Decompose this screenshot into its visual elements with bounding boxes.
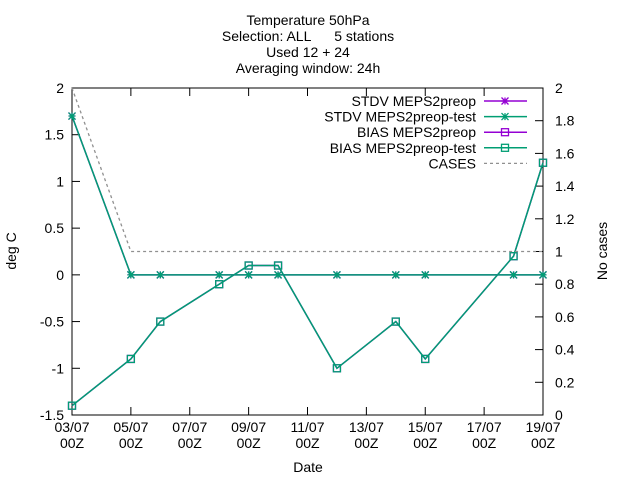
chart-title: Temperature 50hPa Selection: ALL 5 stati… [222, 12, 394, 76]
y2-tick-label: 1 [555, 244, 563, 260]
legend-item: STDV MEPS2preop [352, 93, 527, 109]
legend-item: CASES [429, 155, 527, 171]
data-point [244, 270, 253, 279]
x-tick-label-date: 11/07 [291, 419, 325, 435]
y2-tick-label: 1.4 [555, 178, 575, 194]
x-tick-label-date: 19/07 [525, 419, 560, 435]
y-tick-label: 0 [56, 267, 64, 283]
x-tick-label-time: 00Z [178, 435, 203, 451]
y2-tick-label: 0.2 [555, 374, 575, 390]
x-tick-label-time: 00Z [237, 435, 262, 451]
y-tick-label: 2 [56, 80, 64, 96]
y2-tick-label: 0.6 [555, 309, 575, 325]
title-line-3: Used 12 + 24 [266, 44, 350, 60]
legend-swatch-marker [500, 128, 510, 137]
y-tick-label: 0.5 [45, 220, 65, 236]
series-4 [67, 158, 548, 410]
legend-swatch-marker [501, 97, 509, 105]
series-line [71, 162, 544, 407]
y-tick-label: -1.5 [40, 407, 64, 423]
series-2 [68, 112, 547, 279]
data-point [421, 354, 430, 364]
data-point [509, 270, 518, 279]
data-point [538, 158, 548, 167]
y-tick-label: 1.5 [45, 127, 65, 143]
x-tick-label-time: 00Z [60, 435, 85, 451]
data-point [126, 270, 135, 279]
x-tick-label-date: 05/07 [113, 419, 148, 435]
data-point [156, 317, 165, 326]
x-tick-label-time: 00Z [119, 435, 144, 451]
y2-tick-label: 2 [555, 80, 563, 96]
legend-label: BIAS MEPS2preop-test [330, 140, 476, 156]
data-point [126, 354, 136, 364]
legend-item: BIAS MEPS2preop-test [330, 140, 527, 156]
title-line-1: Temperature 50hPa [247, 12, 370, 28]
y-axis: -1.5 -1 -0.5 0 0.5 1 1.5 2 [40, 80, 80, 423]
x-tick-label-date: 17/07 [467, 419, 502, 435]
series-layer [67, 87, 548, 410]
data-point [391, 270, 400, 279]
data-point [68, 112, 76, 120]
x-tick-label-date: 03/07 [54, 419, 89, 435]
y2-axis: 0 0.2 0.4 0.6 0.8 1 1.2 1.4 1.6 1.8 2 [535, 80, 575, 423]
legend-swatch-marker [501, 112, 509, 121]
legend-label: STDV MEPS2preop-test [324, 109, 476, 125]
y-tick-label: -1 [52, 360, 65, 376]
x-tick-label-date: 09/07 [231, 419, 266, 435]
data-point [539, 270, 547, 279]
legend-label: CASES [429, 155, 476, 171]
data-point [156, 270, 165, 279]
x-tick-label-date: 15/07 [408, 419, 443, 435]
x-tick-label-time: 00Z [413, 435, 438, 451]
legend-item: BIAS MEPS2preop [357, 124, 527, 140]
x-tick-label-time: 00Z [472, 435, 497, 451]
x-tick-label-date: 13/07 [349, 419, 384, 435]
data-point [244, 261, 253, 270]
x-tick-label-time: 00Z [295, 435, 320, 451]
y2-tick-label: 1.6 [555, 145, 575, 161]
data-point [273, 261, 283, 270]
data-point [67, 401, 77, 410]
series-3 [67, 158, 548, 410]
y2-tick-label: 1.8 [555, 113, 575, 129]
data-point [274, 270, 283, 279]
y2-axis-label: No cases [594, 222, 610, 280]
y2-tick-label: 0.8 [555, 276, 575, 292]
legend-item: STDV MEPS2preop-test [324, 109, 527, 125]
data-point [332, 364, 342, 373]
y2-tick-label: 0 [555, 407, 563, 423]
x-axis-label: Date [293, 459, 323, 475]
y2-tick-label: 0.4 [555, 342, 575, 358]
x-tick-label-time: 00Z [354, 435, 379, 451]
y-tick-label: -0.5 [40, 314, 64, 330]
data-point [391, 317, 400, 326]
legend-label: BIAS MEPS2preop [357, 124, 476, 140]
data-point [332, 270, 341, 279]
x-axis: 03/0700Z05/0700Z07/0700Z09/0700Z11/0700Z… [54, 88, 561, 451]
series-line [71, 162, 544, 407]
y-tick-label: 1 [56, 173, 64, 189]
data-point [421, 270, 430, 279]
title-line-2: Selection: ALL 5 stations [222, 28, 394, 44]
legend-swatch-marker [500, 143, 510, 152]
data-point [215, 280, 224, 289]
data-point [509, 252, 518, 261]
y-axis-label: deg C [3, 232, 19, 269]
title-line-4: Averaging window: 24h [236, 60, 381, 76]
legend-label: STDV MEPS2preop [352, 93, 477, 109]
data-point [215, 270, 224, 279]
y2-tick-label: 1.2 [555, 211, 575, 227]
x-tick-label-date: 07/07 [172, 419, 207, 435]
x-tick-label-time: 00Z [531, 435, 556, 451]
